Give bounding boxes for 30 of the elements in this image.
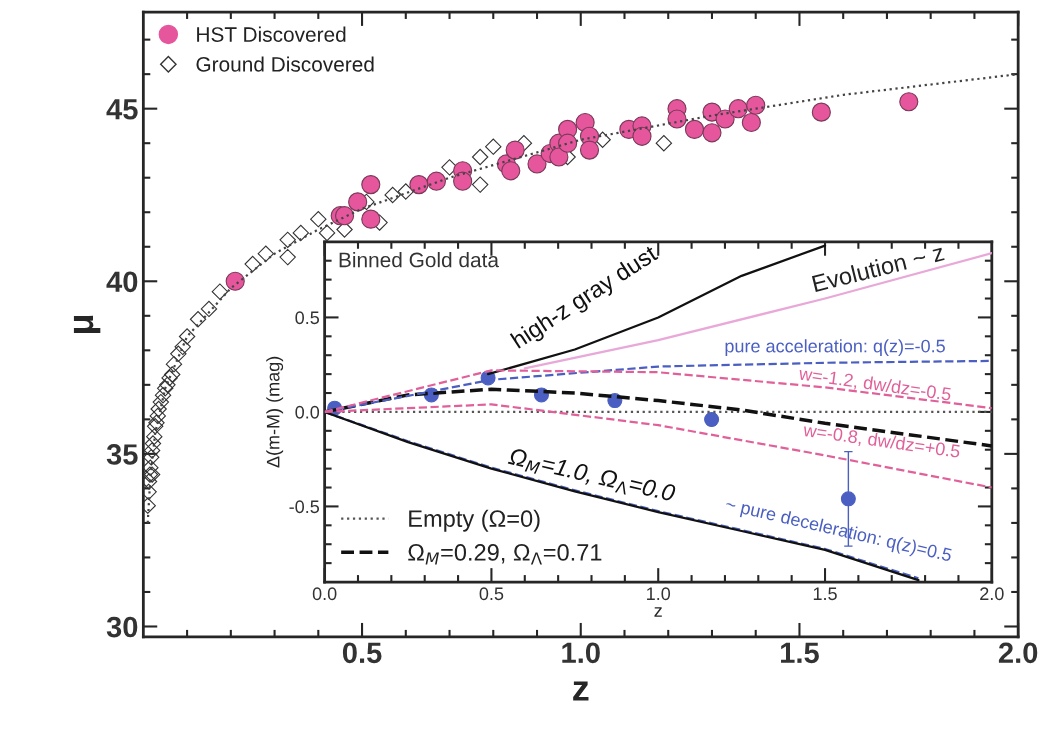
y-tick-label: 40 — [106, 271, 138, 293]
annotation: w=-0.8, dw/dz=+0.5 — [802, 422, 961, 461]
x-axis-title: z — [654, 607, 662, 617]
annotation: Evolution ~ z — [811, 243, 945, 293]
x-axis-title: z — [573, 681, 589, 701]
legend-label: HST Discovered — [197, 26, 346, 42]
x-tick-label: 1.0 — [647, 587, 671, 601]
y-axis-title: Δ(m-M) (mag) — [266, 356, 284, 468]
x-tick-label: 1.5 — [781, 642, 819, 664]
chart-title: Binned Gold data — [339, 252, 499, 268]
y-tick-label: 30 — [106, 616, 138, 638]
legend-label: Ω$_{M}$=0.29, Ω$_{Λ}$=0.71 — [408, 544, 602, 565]
x-tick-label: 0.5 — [342, 642, 382, 664]
y-tick-label: -0.5 — [289, 500, 320, 514]
x-tick-label: 1.0 — [562, 642, 600, 664]
annotation: Ω$_{M}$=1.0, Ω$_{Λ}$=0.0 — [506, 447, 677, 506]
x-tick-label: 2.0 — [980, 587, 1004, 601]
annotation: pure acceleration: q(z)=-0.5 — [725, 339, 945, 357]
y-axis-title: μ — [73, 315, 101, 333]
y-tick-label: 45 — [106, 99, 138, 120]
x-tick-label: 0.0 — [312, 587, 337, 601]
annotation: w=-1.2, dw/dz=-0.5 — [798, 366, 952, 403]
legend-label: Empty (Ω=0) — [409, 509, 540, 532]
y-tick-label: 0.5 — [295, 311, 320, 325]
legend-label: Ground Discovered — [196, 56, 374, 72]
x-tick-label: 1.5 — [813, 587, 837, 601]
y-tick-label: 35 — [106, 444, 138, 465]
x-tick-label: 2.0 — [998, 642, 1038, 664]
x-tick-label: 0.5 — [479, 587, 504, 601]
y-tick-label: 0.0 — [295, 405, 320, 419]
